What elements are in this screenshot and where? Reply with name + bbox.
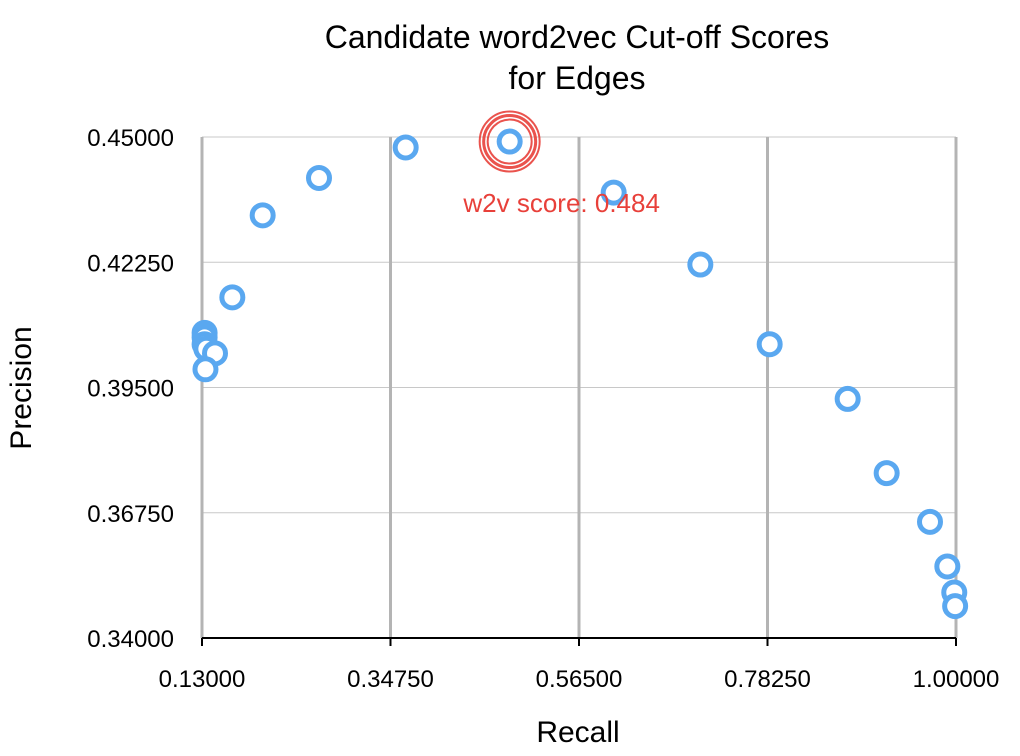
- data-point: [600, 179, 627, 206]
- y-axis-label: Precision: [5, 326, 38, 449]
- x-tick-label: 0.78250: [724, 666, 811, 693]
- highlight-layer: [478, 110, 541, 173]
- highlight-ring: [486, 118, 533, 165]
- x-axis-label: Recall: [536, 716, 619, 749]
- highlight-ring: [482, 114, 538, 170]
- x-tick-label: 0.34750: [347, 666, 434, 693]
- grid-lines: [200, 136, 958, 638]
- y-tick-label: 0.45000: [87, 125, 174, 152]
- chart-title-line-2: for Edges: [509, 60, 646, 96]
- data-point: [192, 356, 219, 383]
- data-point: [496, 128, 523, 155]
- y-tick-label: 0.36750: [87, 501, 174, 528]
- highlight-annotation: w2v score: 0.484: [462, 188, 660, 218]
- data-points: [191, 128, 969, 620]
- data-point: [249, 202, 276, 229]
- y-tick-label: 0.39500: [87, 376, 174, 403]
- data-point: [306, 164, 332, 191]
- x-tick-labels: 0.13000 0.34750 0.56500 0.78250 1.00000: [159, 666, 1000, 693]
- data-point: [756, 331, 783, 358]
- x-tick-label: 1.00000: [913, 666, 1000, 693]
- x-tick-label: 0.56500: [536, 666, 623, 693]
- axes: [201, 637, 957, 646]
- y-tick-label: 0.42250: [87, 250, 174, 277]
- data-point: [687, 251, 714, 278]
- data-point: [219, 284, 246, 311]
- highlight-ring: [478, 110, 541, 173]
- data-point: [873, 460, 900, 487]
- data-point: [934, 553, 961, 580]
- chart-title-line-1: Candidate word2vec Cut-off Scores: [325, 19, 830, 55]
- x-tick-label: 0.13000: [159, 666, 246, 693]
- data-point: [942, 593, 969, 620]
- data-point: [917, 508, 943, 535]
- y-tick-label: 0.34000: [87, 626, 174, 653]
- data-point: [834, 385, 861, 412]
- y-tick-labels: 0.34000 0.36750 0.39500 0.42250 0.45000: [87, 125, 174, 653]
- data-point: [392, 134, 419, 161]
